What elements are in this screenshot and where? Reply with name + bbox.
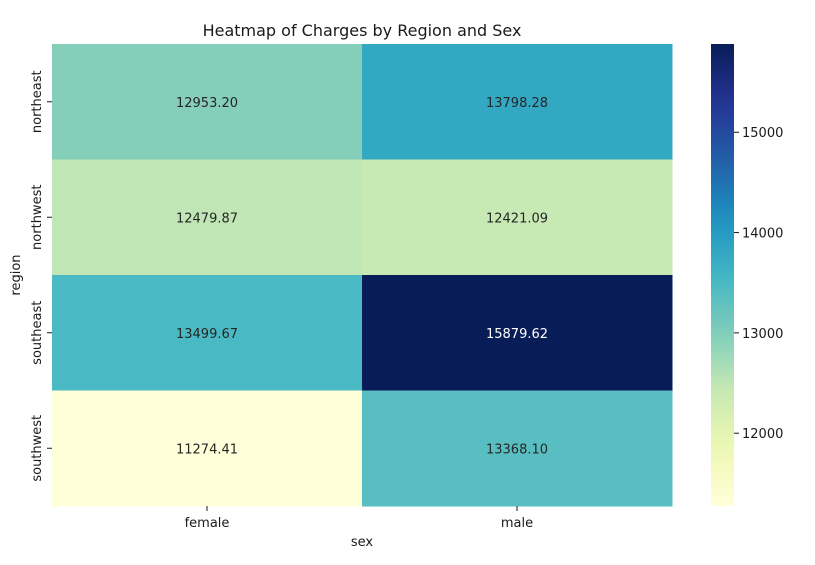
cell-value-label: 13368.10 [486,442,548,457]
cell-value-label: 12421.09 [486,211,548,226]
x-tick-label: female [185,516,230,531]
heatmap-cells: 12953.20 13798.28 12479.87 12421.09 13499.67… [52,44,673,507]
y-tick-label: southwest [30,415,45,482]
cell-value-label: 13798.28 [486,96,548,111]
y-axis: northeast northwest southeast southwest [30,70,52,482]
cell-value-label: 13499.67 [176,327,238,342]
cell-value-label: 15879.62 [486,327,548,342]
heatmap-cell [362,44,673,160]
heatmap-cell [52,159,363,276]
colorbar-tick-label: 13000 [742,327,783,342]
colorbar: 12000 13000 14000 15000 [711,44,783,506]
x-axis-label: sex [351,535,374,550]
x-axis: female male [185,506,533,531]
heatmap-cell [52,44,363,160]
y-tick-label: northwest [30,185,45,250]
colorbar-tick-label: 14000 [742,227,783,242]
y-tick-label: southeast [30,301,45,365]
y-axis-label: region [9,254,24,295]
heatmap-cell [52,390,363,507]
colorbar-gradient [711,44,734,506]
chart-title: Heatmap of Charges by Region and Sex [203,21,522,40]
cell-value-label: 11274.41 [176,442,238,457]
x-tick-label: male [501,516,533,531]
colorbar-tick-label: 15000 [742,126,783,141]
cell-value-label: 12953.20 [176,96,238,111]
heatmap-cell [362,275,673,391]
heatmap-cell [362,159,673,276]
y-tick-label: northeast [30,70,45,133]
colorbar-tick-label: 12000 [742,427,783,442]
heatmap-cell [52,275,363,391]
heatmap-cell [362,390,673,507]
cell-value-label: 12479.87 [176,211,238,226]
